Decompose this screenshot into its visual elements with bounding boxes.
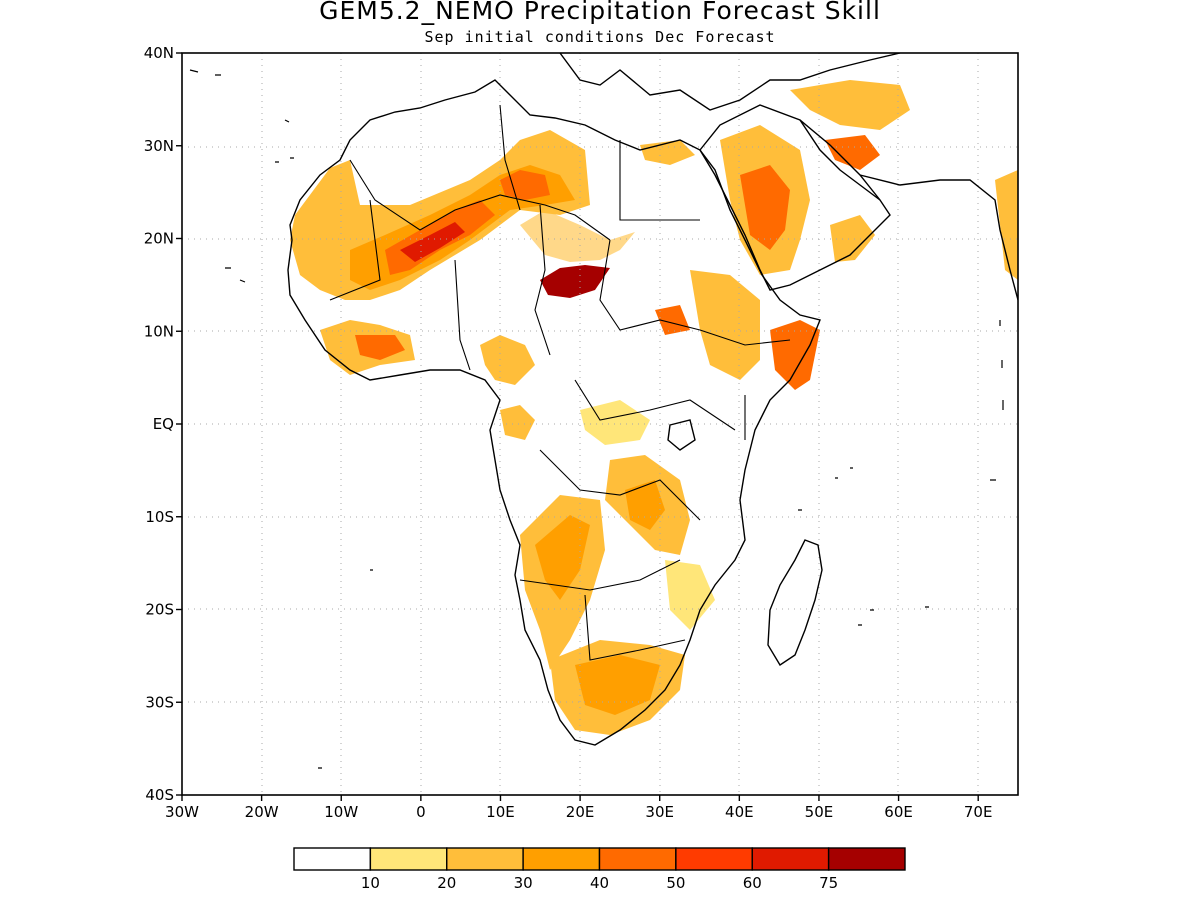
legend-swatch xyxy=(598,847,677,871)
lon-label: 10W xyxy=(324,803,358,821)
skill-shading xyxy=(290,80,1018,735)
legend-label: 20 xyxy=(437,874,456,892)
lat-label: 40N xyxy=(144,44,174,62)
shade-chad xyxy=(540,265,610,298)
latitude-labels: 40N 30N 20N 10N EQ 10S 20S 30S 40S xyxy=(144,44,174,804)
grid-lines xyxy=(182,53,1018,795)
lat-label: 20N xyxy=(144,230,174,248)
shade-sahel-hot xyxy=(400,222,465,262)
lon-label: 50E xyxy=(805,803,834,821)
shade-gabon xyxy=(500,405,535,440)
shade-guinea-core xyxy=(355,335,405,360)
lat-label: 20S xyxy=(145,601,174,619)
lat-label: 40S xyxy=(145,786,174,804)
lon-label: 60E xyxy=(884,803,913,821)
legend-label: 60 xyxy=(743,874,762,892)
shade-mozambique xyxy=(665,560,715,630)
lon-label: 30W xyxy=(165,803,199,821)
madagascar-coastline xyxy=(767,539,823,666)
persian-gulf xyxy=(799,119,881,201)
lon-label: 70E xyxy=(964,803,993,821)
longitude-labels: 30W 20W 10W 0 10E 20E 30E 40E 50E 60E 70E xyxy=(165,803,992,821)
lat-label: EQ xyxy=(153,415,174,433)
shade-zambia xyxy=(625,480,665,530)
legend-swatch xyxy=(293,847,372,871)
shade-arabia-core xyxy=(740,165,790,250)
legend-swatch xyxy=(751,847,830,871)
lon-label: 40E xyxy=(725,803,754,821)
shade-sudan-south xyxy=(655,305,690,335)
map-title: GEM5.2_NEMO Precipitation Forecast Skill xyxy=(319,0,881,25)
lon-label: 20W xyxy=(245,803,279,821)
tick-marks xyxy=(176,52,979,801)
legend-label: 75 xyxy=(819,874,838,892)
legend-swatch xyxy=(827,847,906,871)
shade-iran xyxy=(790,80,910,130)
lat-label: 30S xyxy=(145,693,174,711)
lat-label: 10N xyxy=(144,322,174,340)
shade-somalia xyxy=(770,320,820,390)
shade-nigeria xyxy=(480,335,535,385)
legend-label: 40 xyxy=(590,874,609,892)
island-specks xyxy=(189,69,1004,769)
legend-swatch xyxy=(369,847,448,871)
iran-india-coast xyxy=(859,174,1018,301)
lon-label: 20E xyxy=(566,803,595,821)
shade-chad-halo xyxy=(520,210,635,262)
coastlines xyxy=(189,53,1018,769)
map-subtitle: Sep initial conditions Dec Forecast xyxy=(424,28,776,46)
shade-libya xyxy=(500,170,550,200)
legend-label: 10 xyxy=(361,874,380,892)
lon-label: 10E xyxy=(486,803,515,821)
legend-swatch xyxy=(675,847,753,871)
legend-swatch xyxy=(522,847,601,871)
shade-sa-core xyxy=(575,655,660,715)
border-lines xyxy=(329,104,791,661)
lon-label: 0 xyxy=(416,803,426,821)
color-legend: 10 20 30 40 50 60 75 xyxy=(293,847,906,892)
legend-label: 30 xyxy=(514,874,533,892)
legend-swatch xyxy=(446,847,524,871)
shade-ethiopia xyxy=(690,270,760,380)
shade-congo xyxy=(580,400,650,445)
lon-label: 30E xyxy=(645,803,674,821)
shade-oman xyxy=(830,215,875,262)
lake-victoria xyxy=(667,419,696,451)
europe-coast xyxy=(559,53,901,111)
shade-angola-core xyxy=(535,515,590,600)
shade-gulf xyxy=(825,135,880,170)
shade-india xyxy=(995,170,1018,280)
arabia-coastline xyxy=(699,104,891,291)
lat-label: 10S xyxy=(145,508,174,526)
lat-label: 30N xyxy=(144,137,174,155)
legend-label: 50 xyxy=(666,874,685,892)
